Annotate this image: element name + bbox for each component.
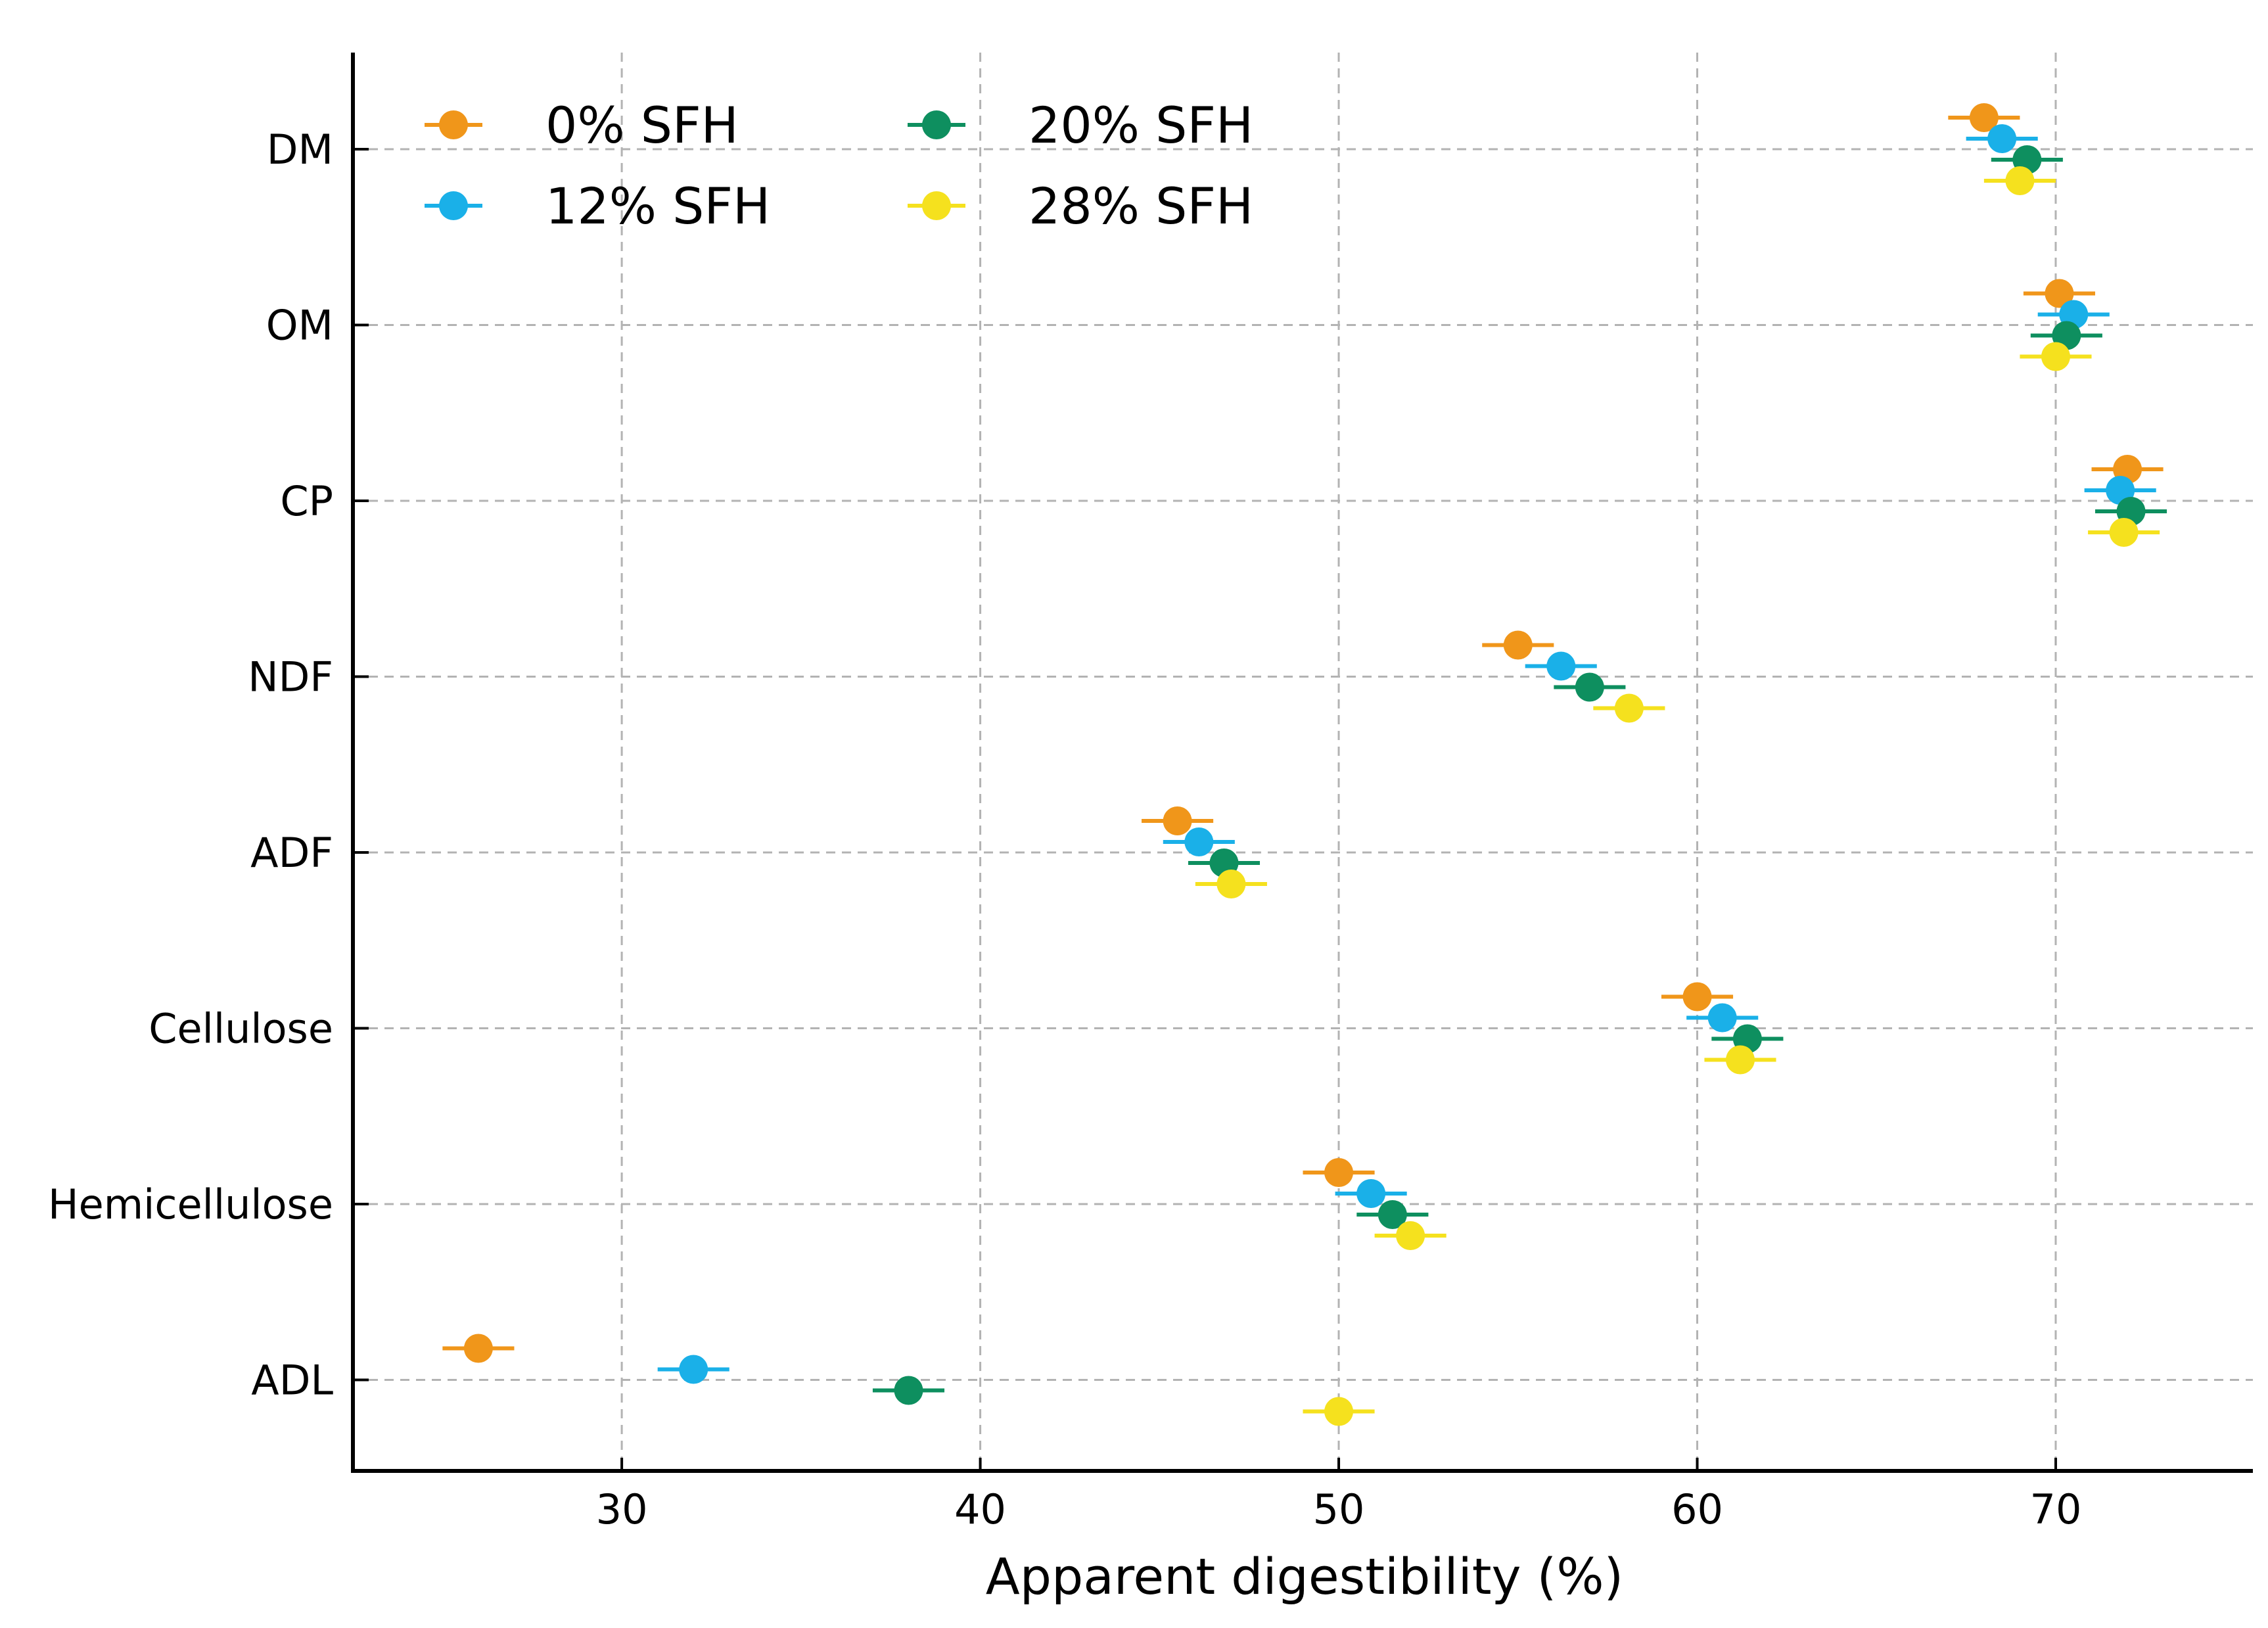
y-tick-label-adf: ADF [250, 829, 333, 877]
legend-label-0pct-sfh: 0% SFH [545, 96, 739, 154]
y-tick-label-adl: ADL [251, 1357, 333, 1405]
data-point-28pct-sfh-ndf [1614, 693, 1644, 723]
legend-label-28pct-sfh: 28% SFH [1029, 177, 1253, 235]
x-tick-label-50: 50 [1313, 1485, 1365, 1533]
data-point-20pct-sfh-adl [894, 1376, 923, 1405]
series-12pct-sfh [657, 124, 2156, 1384]
legend-marker-12pct-sfh [439, 191, 468, 220]
y-tick-label-dm: DM [267, 126, 333, 174]
data-point-0pct-sfh-hemicellulose [1324, 1158, 1354, 1187]
legend: 0% SFH 12% SFH 20% SFH 28% SFH [425, 96, 1253, 235]
data-point-12pct-sfh-cellulose [1707, 1003, 1737, 1033]
legend-marker-28pct-sfh [922, 191, 951, 220]
data-marks [442, 103, 2167, 1426]
y-tick-label-cellulose: Cellulose [149, 1005, 333, 1053]
legend-entry-0pct-sfh: 0% SFH [425, 96, 739, 154]
data-point-28pct-sfh-cp [2109, 518, 2139, 547]
data-point-12pct-sfh-ndf [1546, 651, 1576, 681]
x-tick-label-60: 60 [1671, 1485, 1723, 1533]
data-point-28pct-sfh-hemicellulose [1396, 1221, 1425, 1250]
data-point-28pct-sfh-dm [2005, 166, 2035, 195]
data-point-20pct-sfh-hemicellulose [1377, 1200, 1407, 1229]
series-28pct-sfh [1195, 166, 2160, 1426]
x-axis-title: Apparent digestibility (%) [986, 1547, 1623, 1606]
x-tick-label-30: 30 [596, 1485, 648, 1533]
data-point-0pct-sfh-om [2045, 279, 2074, 308]
y-tick-label-hemicellulose: Hemicellulose [48, 1180, 333, 1228]
grid [353, 53, 2253, 1471]
y-tick-label-om: OM [266, 302, 333, 350]
data-point-20pct-sfh-ndf [1575, 672, 1604, 702]
x-tick-label-40: 40 [954, 1485, 1006, 1533]
axes: 30 40 50 60 70 DM OM CP NDF ADF Cellulose Hemicellu… [48, 53, 2253, 1533]
data-point-12pct-sfh-adl [679, 1355, 708, 1384]
y-tick-label-ndf: NDF [248, 653, 333, 701]
data-point-12pct-sfh-hemicellulose [1356, 1179, 1386, 1208]
legend-label-20pct-sfh: 20% SFH [1029, 96, 1253, 154]
legend-entry-20pct-sfh: 20% SFH [908, 96, 1253, 154]
data-point-0pct-sfh-dm [1969, 103, 1999, 132]
y-tick-label-cp: CP [280, 477, 333, 525]
legend-entry-12pct-sfh: 12% SFH [425, 177, 770, 235]
data-point-28pct-sfh-om [2041, 342, 2070, 371]
axis-spines [351, 53, 2253, 1473]
data-point-28pct-sfh-cellulose [1725, 1045, 1755, 1075]
data-point-0pct-sfh-adf [1163, 806, 1192, 835]
data-point-12pct-sfh-dm [1987, 124, 2017, 153]
legend-marker-20pct-sfh [922, 110, 951, 139]
legend-label-12pct-sfh: 12% SFH [545, 177, 770, 235]
data-point-28pct-sfh-adl [1324, 1397, 1354, 1426]
data-point-0pct-sfh-ndf [1503, 630, 1533, 660]
data-point-28pct-sfh-adf [1216, 870, 1246, 898]
legend-entry-28pct-sfh: 28% SFH [908, 177, 1253, 235]
data-point-12pct-sfh-adf [1184, 827, 1214, 856]
x-tick-label-70: 70 [2030, 1485, 2082, 1533]
series-20pct-sfh [872, 145, 2167, 1405]
data-point-0pct-sfh-cellulose [1682, 982, 1712, 1012]
data-point-0pct-sfh-adl [463, 1334, 493, 1363]
series-0pct-sfh [442, 103, 2164, 1363]
legend-marker-0pct-sfh [439, 110, 468, 139]
